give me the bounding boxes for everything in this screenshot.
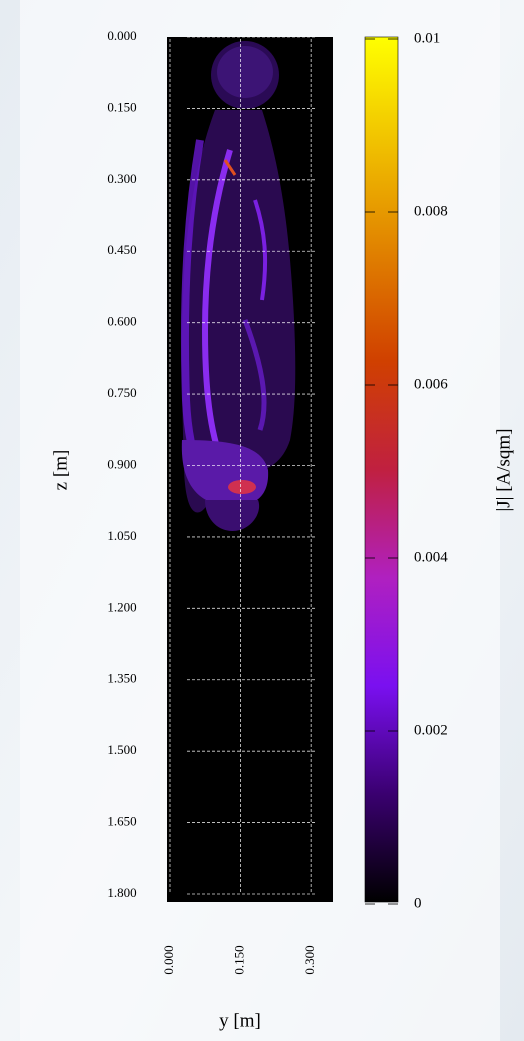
x-tick-label: 0.000 [161,945,176,974]
y-tick-label: 0.300 [107,171,136,186]
body-image [180,41,296,531]
colorbar-tick-label: 0.006 [414,376,448,392]
spine [201,149,233,472]
y-axis-label: z [m] [50,450,71,491]
y-tick-label: 1.350 [107,671,136,686]
y-tick-label: 0.450 [107,242,136,257]
plot-area [167,37,333,902]
x-axis-label: y [m] [219,1010,261,1031]
colorbar-tick-label: 0 [414,895,422,911]
brain [217,46,273,98]
organ [242,319,267,431]
pelvis-hotspot [228,480,256,494]
y-tick-label: 1.050 [107,528,136,543]
organ [253,199,268,301]
colorbar-tick-label: 0.01 [414,30,440,46]
x-tick-label: 0.150 [232,945,247,974]
y-tick-label: 1.500 [107,742,136,757]
y-tick-label: 0.600 [107,314,136,329]
colorbar-tick-label: 0.002 [414,722,448,738]
y-tick-label: 0.900 [107,456,136,471]
colorbar-tick-label: 0.004 [414,549,448,565]
y-tick-label: 1.800 [107,885,136,900]
colorbar-tick-label: 0.008 [414,203,448,219]
hotspot [223,159,237,176]
colorbar-label: |J| [A/sqm] [493,428,514,511]
y-tick-label: 0.750 [107,385,136,400]
y-tick-label: 1.650 [107,814,136,829]
x-tick-label: 0.300 [302,945,317,974]
colorbar [364,36,399,903]
legs [205,500,260,531]
y-tick-label: 0.150 [107,99,136,114]
y-tick-label: 1.200 [107,599,136,614]
y-tick-label: 0.000 [107,28,136,43]
